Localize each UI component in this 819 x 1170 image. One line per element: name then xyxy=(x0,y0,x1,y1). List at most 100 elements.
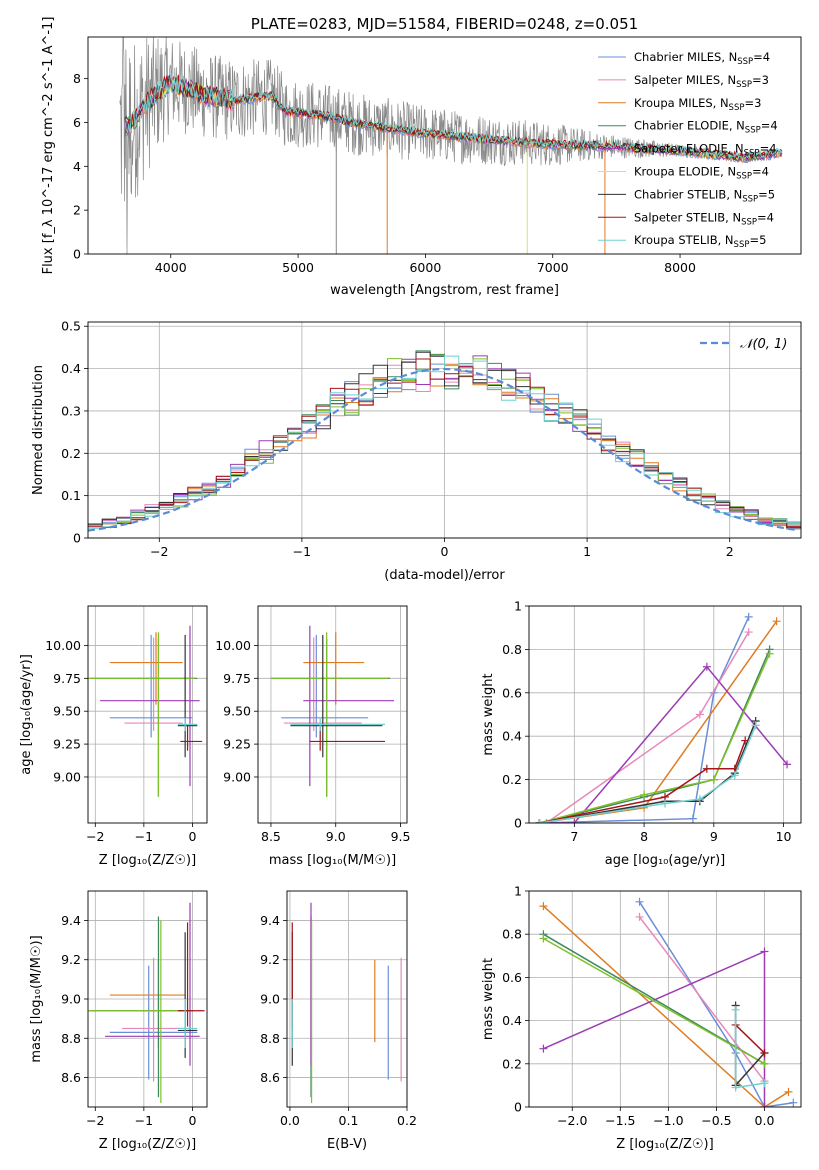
y-tick-label: 6 xyxy=(73,115,81,130)
weight-point-marker xyxy=(744,628,753,637)
y-tick-label: 0 xyxy=(514,816,522,831)
y-tick-label: 0.4 xyxy=(502,729,522,744)
legend-label-suffix: =5 xyxy=(758,187,775,201)
x-tick-label: 0 xyxy=(188,1113,196,1128)
spectrum-x-axis-label: wavelength [Angstrom, rest frame] xyxy=(330,283,559,298)
age_vs_Z-axes: −2 −1 0 9.00 9.25 9.50 9.75 10.00 xyxy=(45,606,207,844)
legend-label: Kroupa STELIB, NSSP=5 xyxy=(634,233,766,250)
y-tick-label: 0 xyxy=(73,247,81,262)
y-tick-label: 0.4 xyxy=(502,1013,522,1028)
x-tick-label: 0 xyxy=(188,829,196,844)
x-tick-label: 2 xyxy=(726,544,734,559)
legend-label-main: Chabrier MILES, N xyxy=(634,50,737,64)
x-tick-label: −1 xyxy=(293,544,311,559)
weight-point-marker xyxy=(702,764,711,773)
legend-label-main: Salpeter STELIB, N xyxy=(634,210,741,224)
weight-line xyxy=(542,905,789,1107)
legend-label-sub: SSP xyxy=(742,194,758,204)
x-tick-label: 5000 xyxy=(282,260,314,275)
legend-label-main: Kroupa MILES, N xyxy=(634,96,729,110)
weight_vs_Z-x-axis-label: Z [log₁₀(Z/Z☉)] xyxy=(616,1137,713,1152)
weight-point-marker xyxy=(760,1049,769,1057)
weight-point-marker xyxy=(635,897,644,906)
mass_vs_Z-axes: −2 −1 0 8.6 8.8 9.0 9.2 9.4 xyxy=(61,891,207,1128)
weight-point-marker xyxy=(789,1098,798,1107)
weight-line xyxy=(638,916,766,1082)
histogram-plot-area xyxy=(88,350,801,532)
x-tick-label: 8 xyxy=(640,829,648,844)
y-tick-label: 0.8 xyxy=(502,642,522,657)
y-tick-label: 9.00 xyxy=(53,769,81,784)
weight-line xyxy=(543,950,766,1107)
mass_vs_ebv-frame xyxy=(286,890,408,1108)
weight-point-marker xyxy=(695,795,704,804)
y-tick-label: 0.1 xyxy=(61,488,81,503)
legend-label-main: Kroupa STELIB, N xyxy=(634,233,734,247)
legend-label: Kroupa MILES, NSSP=3 xyxy=(634,96,761,113)
weight-point-marker xyxy=(765,649,774,658)
chart-title: PLATE=0283, MJD=51584, FIBERID=0248, z=0… xyxy=(251,15,638,33)
y-tick-label: 0.2 xyxy=(502,772,522,787)
spectrum-plot-area xyxy=(119,37,783,254)
y-tick-label: 9.50 xyxy=(223,704,251,719)
x-tick-label: 7000 xyxy=(537,260,569,275)
legend-label: Salpeter ELODIE, NSSP=4 xyxy=(634,142,777,159)
y-tick-label: 10.00 xyxy=(45,638,81,653)
x-tick-label: 6000 xyxy=(409,260,441,275)
x-tick-label: −1.5 xyxy=(605,1113,635,1128)
mass_vs_Z-x-axis-label: Z [log₁₀(Z/Z☉)] xyxy=(99,1137,196,1152)
y-tick-label: 9.25 xyxy=(223,737,251,752)
legend-label: Salpeter MILES, NSSP=3 xyxy=(634,73,769,90)
x-tick-label: −2.0 xyxy=(557,1113,587,1128)
x-tick-label: 0.1 xyxy=(339,1113,359,1128)
weight_vs_age-x-axis-label: age [log₁₀(age/yr)] xyxy=(605,853,726,868)
x-tick-label: 9 xyxy=(710,829,718,844)
legend-label-sub: SSP xyxy=(741,217,757,227)
age_vs_mass-frame xyxy=(257,605,408,824)
normal-curve-line xyxy=(88,367,799,532)
weight-point-marker xyxy=(744,612,753,621)
y-tick-label: 9.2 xyxy=(260,952,280,967)
x-tick-label: −2 xyxy=(150,544,168,559)
legend-label: Kroupa ELODIE, NSSP=4 xyxy=(634,165,769,182)
legend-label-suffix: =4 xyxy=(753,50,770,64)
weight-point-marker xyxy=(542,819,551,823)
weight-line xyxy=(539,616,750,823)
y-tick-label: 0 xyxy=(73,531,81,546)
legend-label: Chabrier MILES, NSSP=4 xyxy=(634,50,770,67)
y-tick-label: 0.8 xyxy=(502,927,522,942)
weight-point-marker xyxy=(570,819,579,823)
weight-point-marker xyxy=(751,721,760,730)
weight_vs_age-plot-area xyxy=(535,612,792,823)
model-line-kroupa-stelib xyxy=(124,73,783,159)
y-tick-label: 0.6 xyxy=(502,685,522,700)
weight-point-marker xyxy=(539,902,548,911)
y-tick-label: 9.50 xyxy=(53,704,81,719)
weight-point-marker xyxy=(730,771,739,780)
y-tick-label: 1 xyxy=(514,884,522,899)
weight-point-marker xyxy=(535,819,544,823)
weight-point-marker xyxy=(635,912,644,921)
x-tick-label: 1 xyxy=(583,544,591,559)
x-tick-label: 8.5 xyxy=(261,829,281,844)
x-tick-label: −1 xyxy=(135,829,153,844)
legend-normal-label: 𝒩(0, 1) xyxy=(740,337,787,352)
y-tick-label: 1 xyxy=(514,599,522,614)
x-tick-label: −1 xyxy=(135,1113,153,1128)
spectrum-axes: 4000 5000 6000 7000 8000 0 2 4 6 8 xyxy=(73,71,696,275)
y-tick-label: 9.4 xyxy=(260,913,280,928)
legend-label-suffix: =3 xyxy=(744,96,761,110)
histogram-step-line xyxy=(88,358,801,528)
x-tick-label: −2 xyxy=(86,829,104,844)
histogram-step-line xyxy=(88,355,801,529)
age_vs_mass-axes: 8.5 9.0 9.5 9.00 9.25 9.50 9.75 10.00 xyxy=(215,606,410,844)
x-tick-label: 9.0 xyxy=(326,829,346,844)
mass_vs_ebv-axes: 0.0 0.1 0.2 8.6 8.8 9.0 9.2 9.4 xyxy=(260,891,417,1128)
legend-label-sub: SSP xyxy=(736,80,752,90)
y-tick-label: 9.75 xyxy=(53,671,81,686)
weight-line xyxy=(734,1005,766,1088)
weight-point-marker xyxy=(731,1083,740,1092)
age_vs_Z-plot-area xyxy=(88,625,203,797)
y-tick-label: 0.2 xyxy=(502,1056,522,1071)
